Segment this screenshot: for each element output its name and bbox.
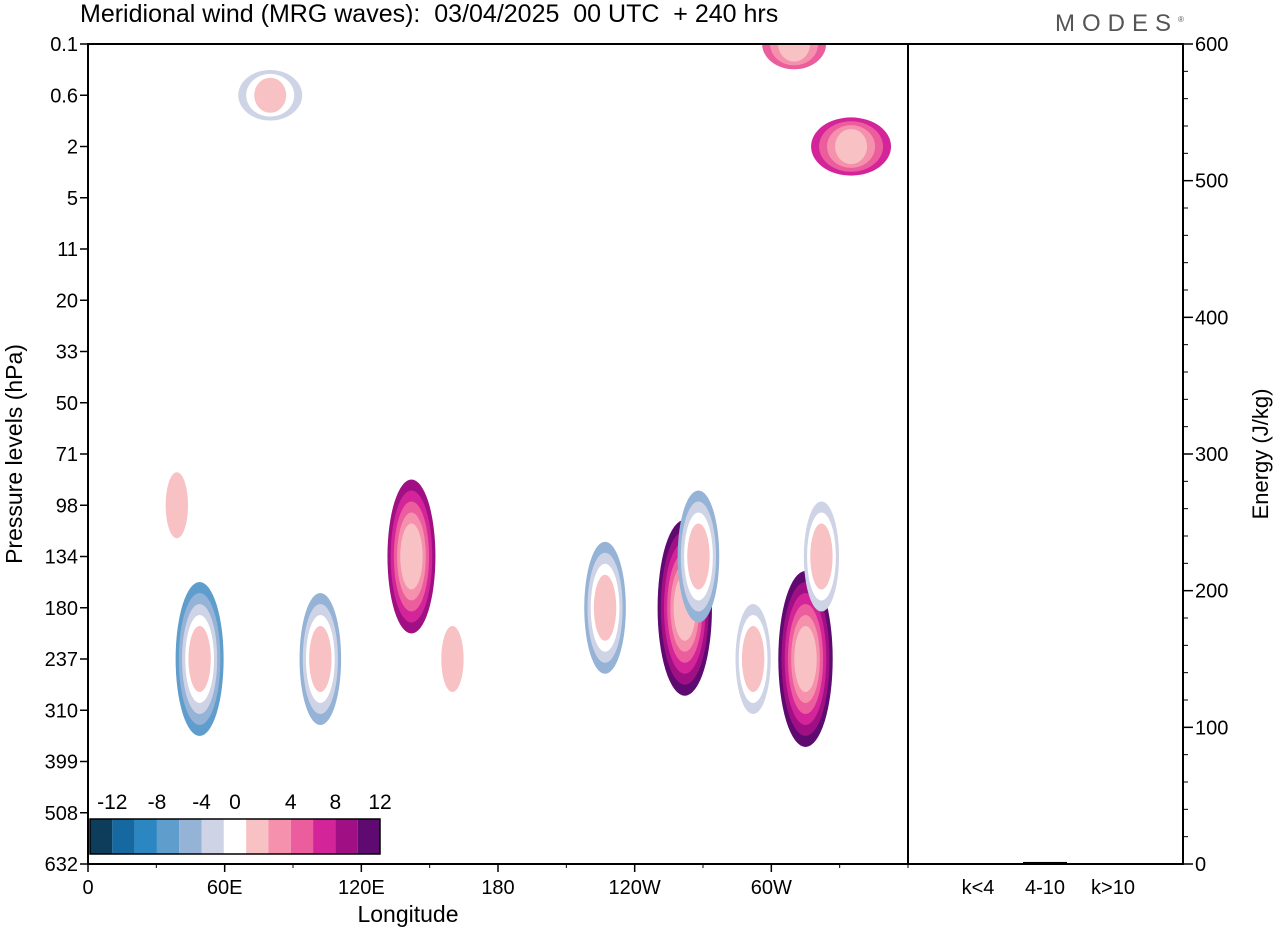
energy-tick-label: 600 [1195, 34, 1228, 56]
energy-category-label: k<4 [962, 877, 995, 899]
x-tick-label: 60W [751, 877, 792, 899]
energy-tick-label: 500 [1195, 171, 1228, 193]
y-tick-label: 33 [56, 342, 78, 364]
field-contour [741, 626, 765, 692]
field-contour [835, 128, 868, 165]
y-tick-label: 0.6 [50, 85, 78, 107]
heatmap-field [162, 44, 892, 747]
y-tick-label: 2 [67, 137, 78, 159]
x-tick-label: 120E [338, 877, 385, 899]
y-tick-label: 180 [45, 598, 78, 620]
colorbar-swatch [223, 819, 247, 854]
colorbar-label: 0 [229, 791, 241, 814]
field-contour [778, 44, 811, 62]
colorbar-swatch [357, 819, 380, 854]
colorbar-label: -8 [148, 791, 167, 814]
field-contour [254, 77, 287, 113]
energy-panel-frame [907, 43, 1184, 865]
colorbar-label: 8 [330, 791, 342, 814]
y-tick-label: 399 [45, 752, 78, 774]
colorbar-swatch [201, 819, 224, 854]
chart-title: Meridional wind (MRG waves): 03/04/2025 … [80, 0, 779, 28]
field-contour [165, 472, 189, 539]
x-tick-label: 0 [82, 877, 93, 899]
field-contour [810, 523, 833, 590]
brand-registered-mark: ® [1178, 15, 1184, 24]
energy-category-label: 4-10 [1025, 877, 1065, 899]
energy-tick-label: 200 [1195, 581, 1228, 603]
x-tick-label: 60E [207, 877, 243, 899]
y-tick-label: 50 [56, 393, 78, 415]
colorbar-frame [89, 818, 381, 855]
colorbar-swatch [313, 819, 336, 854]
energy-axis-label: Energy (J/kg) [1248, 389, 1273, 520]
energy-bar [1023, 861, 1067, 864]
y-tick-label: 71 [56, 444, 78, 466]
field-contour [400, 523, 423, 590]
x-tick-label: 120W [609, 877, 661, 899]
field-contour [794, 626, 817, 692]
colorbar-label: 12 [368, 791, 391, 814]
energy-tick-label: 0 [1195, 854, 1206, 876]
axes: 0.1 0.6 2 5 11 20 33 50 71 98 134 180 237 310 399 508 63… [1, 34, 909, 927]
colorbar-swatch [90, 819, 113, 854]
x-axis-label: Longitude [357, 901, 458, 927]
field-contour [687, 523, 710, 590]
field-contour [593, 574, 617, 641]
colorbar-label: -4 [192, 791, 211, 814]
energy-bar [1091, 863, 1135, 865]
y-tick-label: 134 [45, 547, 78, 569]
energy-tick-label: 300 [1195, 444, 1228, 466]
energy-tick-label: 400 [1195, 307, 1228, 329]
colorbar-swatch [246, 819, 269, 854]
y-tick-label: 11 [57, 239, 78, 261]
colorbar-swatch [112, 819, 135, 854]
colorbar-label: -12 [97, 791, 127, 814]
y-tick-label: 310 [45, 700, 78, 722]
colorbar-swatch [156, 819, 180, 854]
y-axis-label: Pressure levels (hPa) [1, 344, 27, 564]
x-tick-label: 180 [481, 877, 514, 899]
field-contour [441, 626, 464, 692]
colorbar-swatch [134, 819, 157, 854]
y-tick-label: 98 [56, 495, 78, 517]
colorbar-swatch [268, 819, 291, 854]
colorbar: -12 -8 -4 0 4 8 12 [89, 791, 392, 855]
brand-logo: MODES® [1055, 10, 1184, 38]
field-contour [309, 626, 332, 692]
colorbar-swatch [290, 819, 314, 854]
energy-bar-chart: 0 100 200 300 400 500 600 Energy (J/kg) k<4 4-10 k… [907, 34, 1273, 899]
colorbar-swatch [335, 819, 358, 854]
energy-bar [956, 863, 1000, 865]
plot-frame [87, 43, 909, 865]
y-tick-label: 237 [45, 649, 78, 671]
y-tick-label: 20 [56, 290, 78, 312]
y-tick-label: 5 [67, 188, 78, 210]
y-tick-label: 508 [45, 803, 78, 825]
colorbar-swatch [179, 819, 202, 854]
brand-name: MODES [1055, 10, 1179, 37]
y-tick-label: 0.1 [50, 34, 78, 56]
field-contour [188, 626, 211, 692]
y-tick-label: 632 [45, 854, 78, 876]
energy-category-label: k>10 [1091, 877, 1135, 899]
energy-tick-label: 100 [1195, 717, 1228, 739]
colorbar-label: 4 [285, 791, 297, 814]
